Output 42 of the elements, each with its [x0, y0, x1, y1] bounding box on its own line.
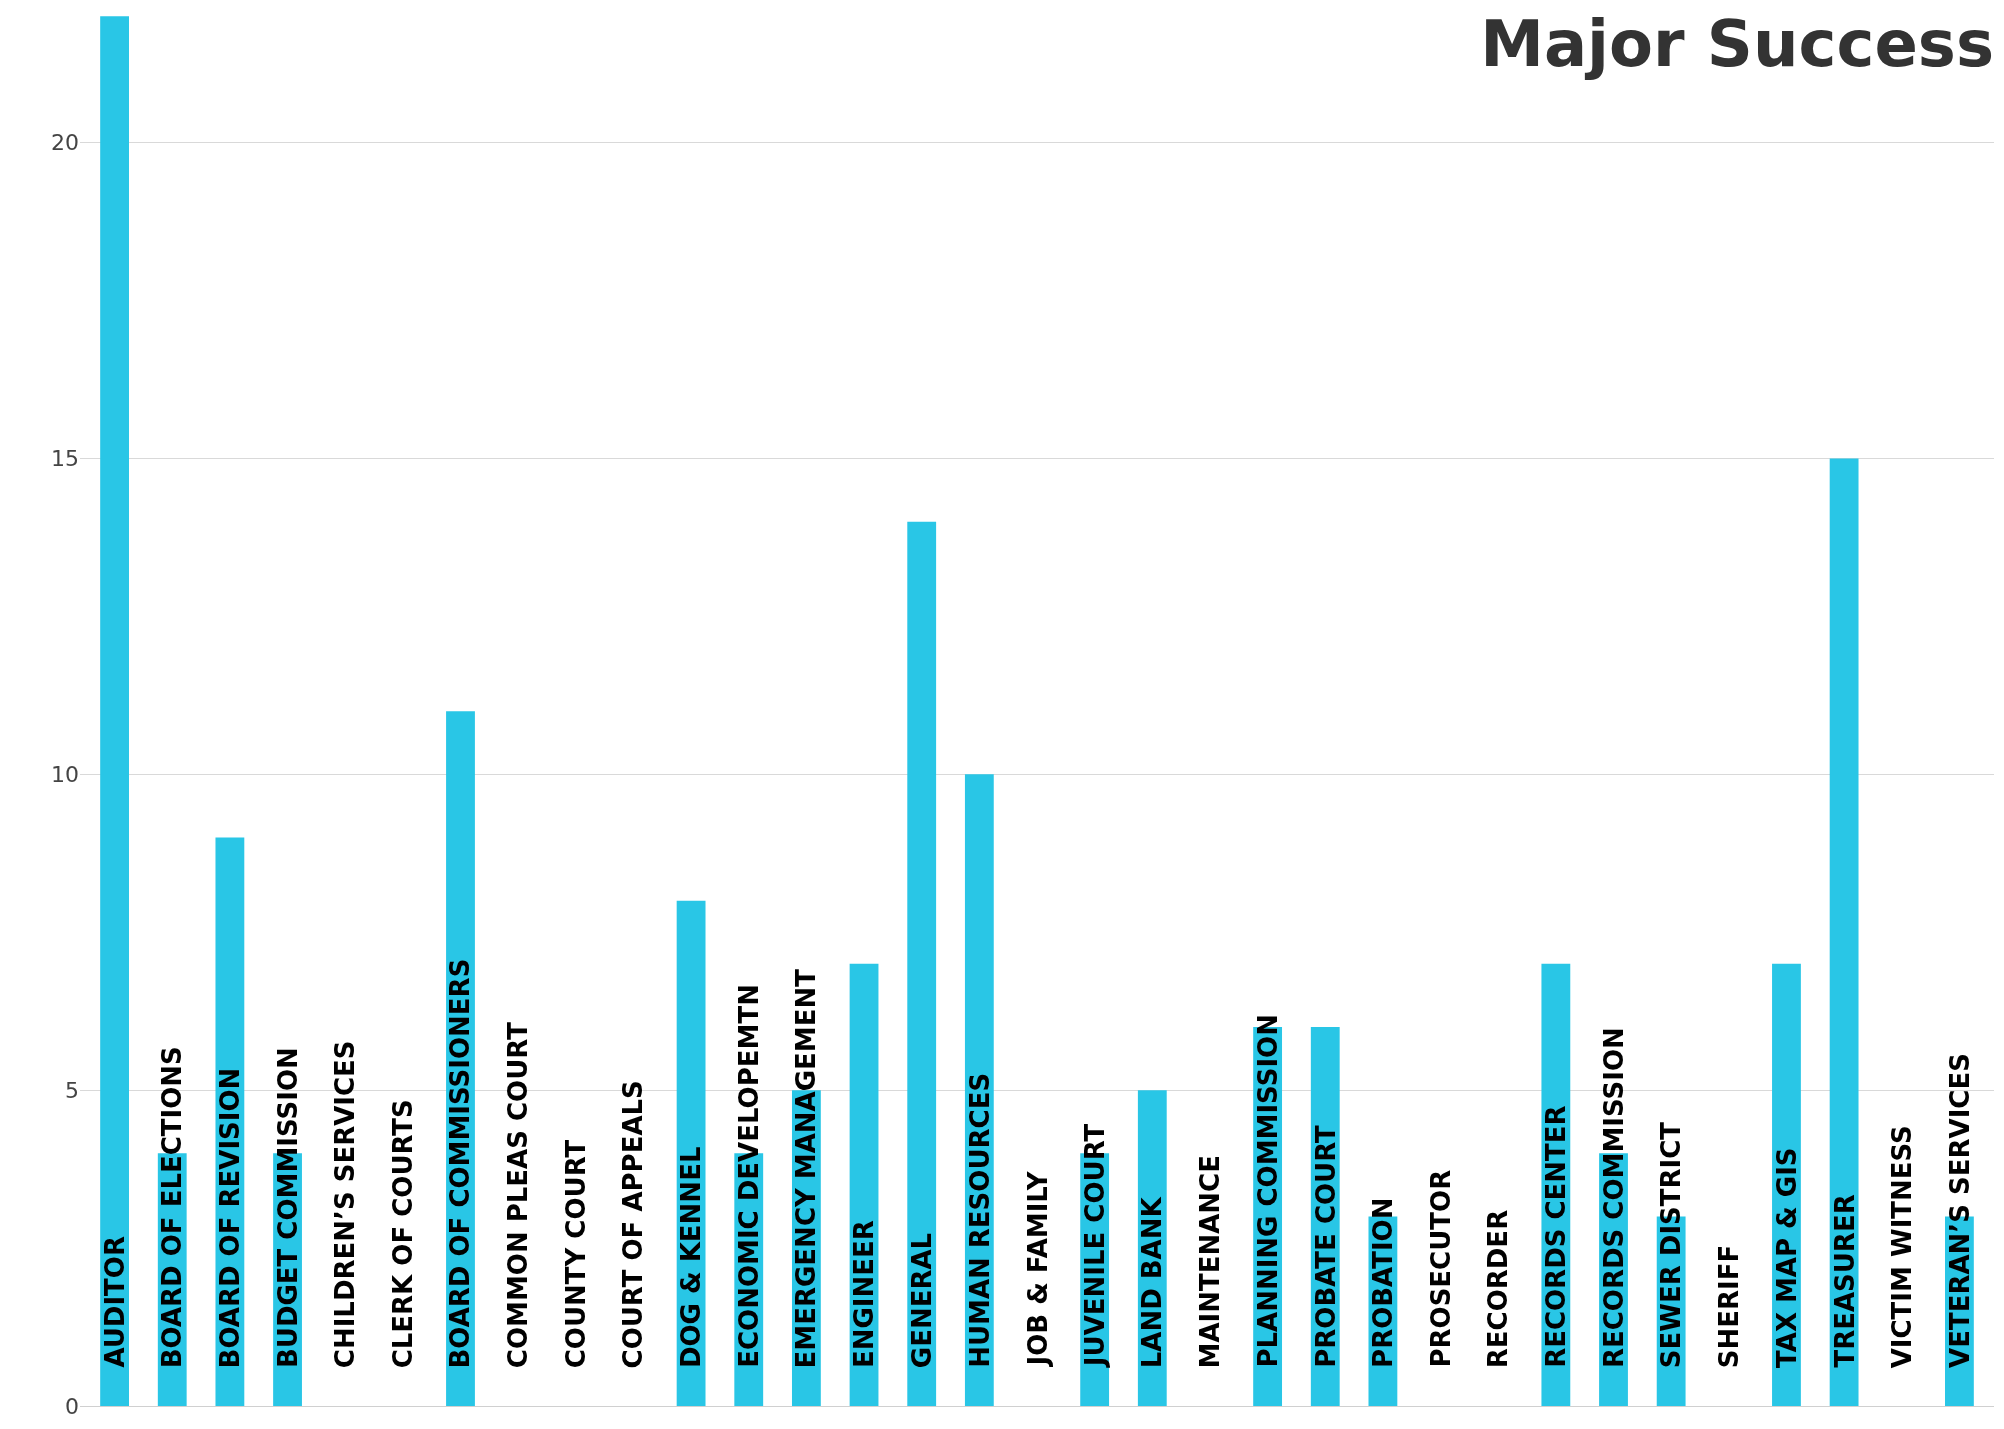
y-tick-label: 20: [51, 130, 79, 156]
y-tick-label: 15: [51, 446, 79, 472]
x-tick-label: COMMON PLEAS COURT: [503, 1021, 534, 1369]
x-tick-label: AUDITOR: [99, 1236, 130, 1368]
x-tick-label: ECONOMIC DEVELOPEMTN: [733, 984, 764, 1368]
x-tick-label: PLANNING COMMISSION: [1252, 1014, 1283, 1368]
x-tick-label: VICTIM WITNESS: [1887, 1125, 1918, 1369]
x-tick-label: BUDGET COMMISSION: [273, 1047, 304, 1369]
x-tick-label: LAND BANK: [1137, 1196, 1168, 1369]
x-tick-label: PROBATE COURT: [1310, 1124, 1341, 1368]
x-tick-label: RECORDS COMMISSION: [1599, 1027, 1630, 1369]
x-tick-label: JOB & FAMILY: [1022, 1170, 1053, 1368]
x-tick-label: HUMAN RESOURCES: [964, 1072, 995, 1368]
x-tick-label: GENERAL: [907, 1232, 938, 1369]
x-tick-label: COUNTY COURT: [561, 1139, 592, 1369]
y-tick-label: 0: [65, 1393, 79, 1419]
x-tick-label: BOARD OF COMMISSIONERS: [445, 958, 476, 1369]
bar: [100, 16, 129, 1406]
x-tick-label: SHERIFF: [1714, 1244, 1745, 1369]
x-tick-label: PROSECUTOR: [1425, 1169, 1456, 1368]
x-tick-label: RECORDS CENTER: [1540, 1105, 1571, 1368]
x-tick-label: VETERAN’S SERVICES: [1944, 1053, 1975, 1368]
x-tick-label: ENGINEER: [849, 1220, 880, 1369]
bar: [1829, 458, 1859, 1406]
chart-title: Major Success: [1480, 7, 1994, 82]
x-tick-label: BOARD OF REVISION: [215, 1067, 246, 1369]
x-tick-label: JUVENILE COURT: [1080, 1123, 1111, 1369]
x-tick-label: TREASURER: [1829, 1194, 1860, 1368]
x-tick-label: EMERGENCY MANAGEMENT: [791, 968, 822, 1369]
x-tick-label: RECORDER: [1483, 1209, 1514, 1369]
x-tick-label: BOARD OF ELECTIONS: [157, 1046, 188, 1369]
x-tick-label: TAX MAP & GIS: [1771, 1147, 1802, 1368]
x-tick-label: DOG & KENNEL: [676, 1146, 707, 1369]
x-tick-label: CHILDREN’S SERVICES: [330, 1040, 361, 1369]
x-tick-label: COURT OF APPEALS: [618, 1080, 649, 1369]
y-tick-label: 5: [65, 1077, 79, 1103]
bar: [907, 521, 937, 1406]
x-tick-label: CLERK OF COURTS: [388, 1099, 419, 1369]
x-tick-label: PROBATION: [1367, 1197, 1398, 1368]
x-tick-label: SEWER DISTRICT: [1656, 1121, 1687, 1369]
x-tick-label: MAINTENANCE: [1195, 1155, 1226, 1369]
y-tick-label: 10: [51, 762, 79, 788]
